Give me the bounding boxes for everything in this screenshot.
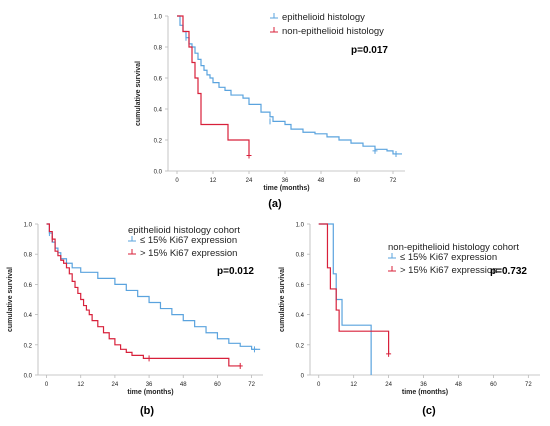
legend-swatch-red [128,249,136,255]
y-tick-label: 0.8 [24,253,33,259]
x-tick-label: 24 [246,178,253,184]
y-tick-label: 0.8 [296,253,305,259]
legend-title: non-epithelioid histology cohort [388,242,519,253]
y-tick-label: 0.4 [24,313,33,319]
y-tick-label: 1.0 [154,15,163,21]
legend-entry: > 15% Ki67 expression [140,248,237,259]
y-tick-label: 1.0 [296,223,305,229]
x-tick-label: 0 [45,382,49,388]
y-tick-label: 0.2 [296,343,305,349]
p-value-annotation: p=0.017 [351,45,388,56]
x-tick-label: 12 [77,382,84,388]
x-axis-label: time (months) [127,389,173,396]
y-tick-label: 0.0 [154,170,163,176]
x-tick-label: 60 [490,382,497,388]
x-tick-label: 48 [318,178,325,184]
y-tick-label: 0.6 [24,283,33,289]
x-tick-label: 36 [282,178,289,184]
x-tick-label: 36 [146,382,153,388]
x-tick-label: 36 [420,382,427,388]
legend-entry: non-epithelioid histology [282,26,384,37]
panel-label: (c) [422,405,436,417]
y-axis-label: cumulative survival [7,267,14,332]
p-value-annotation: p=0.012 [217,266,254,277]
x-tick-label: 48 [455,382,462,388]
y-tick-label: 0.4 [154,108,163,114]
x-axis-label: time (months) [263,185,309,192]
x-tick-label: 72 [248,382,255,388]
y-tick-label: 0.6 [154,77,163,83]
panel-b: 0.0 0.2 0.4 0.6 0.8 1.0 0 12 24 36 48 60 72 time (mon… [7,223,263,417]
y-axis-label: cumulative survival [135,61,142,126]
y-tick-label: 0 [301,374,305,380]
km-curve-blue [318,223,372,375]
panel-label: (b) [140,405,154,417]
x-tick-label: 48 [180,382,187,388]
legend-entry: > 15% Ki67 expression [400,265,497,276]
km-curve-red [318,223,390,354]
x-axis-label: time (months) [402,389,448,396]
y-tick-label: 0.2 [154,139,163,145]
legend-entry: ≤ 15% Ki67 expression [140,235,237,246]
legend-entry: ≤ 15% Ki67 expression [400,252,497,263]
km-curve-blue [177,15,402,155]
x-tick-label: 72 [390,178,397,184]
legend-swatch-blue [128,236,136,242]
panel-a: 0.0 0.2 0.4 0.6 0.8 1.0 0 12 24 36 48 60 72 time (mon… [135,12,405,210]
km-curve-red [46,223,241,367]
x-tick-label: 60 [354,178,361,184]
legend-entry: epithelioid histology [282,12,365,23]
km-curve-red [177,15,250,156]
panel-label: (a) [268,198,282,210]
y-tick-label: 0.6 [296,283,305,289]
y-axis-label: cumulative survival [279,267,286,332]
y-tick-label: 0.0 [24,374,33,380]
legend-swatch-red [388,266,396,272]
legend-swatch-red [270,27,278,33]
y-tick-label: 1.0 [24,223,33,229]
y-tick-label: 0.8 [154,46,163,52]
legend-swatch-blue [388,253,396,259]
x-tick-label: 72 [525,382,532,388]
x-tick-label: 0 [317,382,321,388]
legend-title: epithelioid histology cohort [128,225,240,236]
x-tick-label: 24 [385,382,392,388]
p-value-annotation: p=0.732 [490,266,527,277]
x-tick-label: 0 [175,178,179,184]
y-tick-label: 0.2 [24,343,33,349]
x-tick-label: 12 [210,178,217,184]
x-tick-label: 60 [214,382,221,388]
km-curve-blue [46,223,261,350]
x-tick-label: 24 [112,382,119,388]
y-tick-label: 0.4 [296,313,305,319]
x-tick-label: 12 [350,382,357,388]
panel-c: 0 0.2 0.4 0.6 0.8 1.0 0 12 24 36 48 60 72 time (month… [279,223,540,417]
legend-swatch-blue [270,13,278,19]
